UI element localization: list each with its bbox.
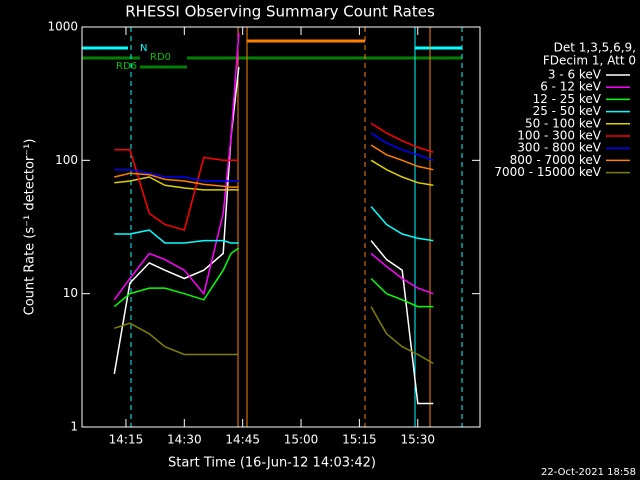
series-line <box>114 159 434 191</box>
series-line <box>114 206 434 244</box>
flag-label: RD0 <box>150 52 171 63</box>
legend-label: 6 - 12 keV <box>540 80 602 94</box>
x-tick-label: 15:30 <box>400 433 435 447</box>
y-tick-label: 10 <box>63 286 78 300</box>
legend-label: 300 - 800 keV <box>517 141 601 155</box>
legend-label: 100 - 300 keV <box>517 129 601 143</box>
legend-title: FDecim 1, Att 0 <box>543 54 636 68</box>
flag-label: RD6 <box>116 61 137 72</box>
footer: 22-Oct-2021 18:58 <box>541 467 636 478</box>
legend-label: 12 - 25 keV <box>533 92 602 106</box>
flag-label: N <box>140 43 147 54</box>
x-tick-label: 15:00 <box>284 433 319 447</box>
flags <box>82 39 462 69</box>
series-line <box>114 306 434 365</box>
legend-label: 25 - 50 keV <box>533 104 602 118</box>
legend-label: 50 - 100 keV <box>525 116 602 130</box>
markers <box>81 27 463 427</box>
series-line <box>114 132 434 182</box>
x-tick-label: 14:15 <box>109 433 144 447</box>
x-tick-label: 15:15 <box>342 433 377 447</box>
legend-label: 800 - 7000 keV <box>510 153 602 167</box>
plot-frame <box>81 26 481 428</box>
series-line <box>114 144 434 188</box>
y-axis-label: Count Rate (s⁻¹ detector⁻¹) <box>23 139 38 316</box>
y-tick-label: 100 <box>55 153 78 167</box>
y-tick-label: 1000 <box>47 20 78 34</box>
series-line <box>113 67 434 405</box>
chart-title: RHESSI Observing Summary Count Rates <box>125 3 435 21</box>
series-line <box>113 247 434 308</box>
x-axis-label: Start Time (16-Jun-12 14:03:42) <box>168 456 376 471</box>
series-line <box>113 33 434 301</box>
x-tick-label: 14:45 <box>225 433 260 447</box>
legend-label: 7000 - 15000 keV <box>494 165 601 179</box>
y-tick-label: 1 <box>70 420 78 434</box>
legend-title: Det 1,3,5,6,9, <box>554 41 636 55</box>
x-tick-label: 14:30 <box>167 433 202 447</box>
legend-label: 3 - 6 keV <box>548 68 602 82</box>
